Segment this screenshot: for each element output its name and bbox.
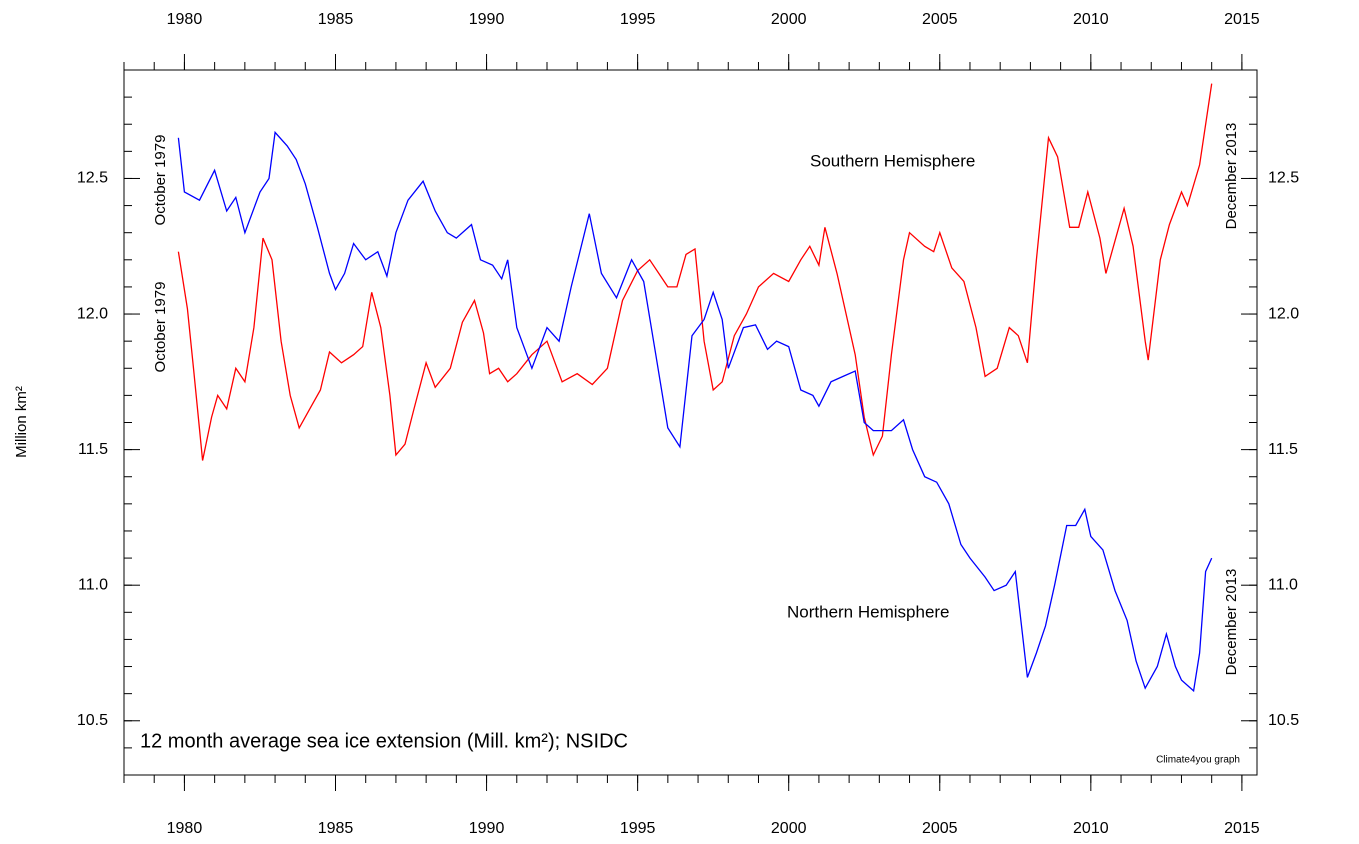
y-tick-label: 11.5 [78, 441, 108, 458]
annotation: December 2013 [1223, 123, 1240, 230]
annotation: October 1979 [152, 135, 169, 226]
x-tick-label: 1995 [620, 11, 656, 28]
x-tick-label: 2010 [1073, 820, 1109, 837]
y-tick-label: 12.0 [1268, 305, 1299, 322]
series-line [177, 130, 1213, 693]
y-tick-label: 10.5 [77, 712, 108, 729]
x-tick-label: 1990 [469, 820, 505, 837]
legend-label: Northern Hemisphere [787, 602, 950, 621]
x-tick-label: 1995 [620, 820, 656, 837]
y-tick-label: 11.0 [78, 576, 108, 593]
legend-label: Southern Hemisphere [810, 151, 975, 170]
x-tick-label: 1980 [167, 11, 203, 28]
y-tick-label: 12.5 [1268, 170, 1299, 187]
x-tick-label: 1985 [318, 820, 354, 837]
y-tick-label: 12.0 [77, 305, 108, 322]
y-tick-label: 11.5 [1268, 441, 1298, 458]
y-tick-label: 11.0 [1268, 576, 1298, 593]
x-tick-label: 2005 [922, 11, 958, 28]
x-tick-label: 2010 [1073, 11, 1109, 28]
x-tick-label: 1980 [167, 820, 203, 837]
annotation: Climate4you graph [1156, 755, 1240, 766]
annotation: October 1979 [152, 282, 169, 373]
annotation: 12 month average sea ice extension (Mill… [140, 730, 628, 752]
annotation: December 2013 [1223, 569, 1240, 676]
x-tick-label: 2000 [771, 11, 807, 28]
series-line [177, 83, 1213, 461]
y-axis-label: Million km² [13, 386, 30, 458]
x-tick-label: 2005 [922, 820, 958, 837]
x-tick-label: 2000 [771, 820, 807, 837]
plot-frame [123, 69, 1258, 776]
x-tick-label: 1985 [318, 11, 354, 28]
y-tick-label: 12.5 [77, 170, 108, 187]
x-tick-label: 2015 [1224, 11, 1260, 28]
y-tick-label: 10.5 [1268, 712, 1299, 729]
x-tick-label: 1990 [469, 11, 505, 28]
x-tick-label: 2015 [1224, 820, 1260, 837]
